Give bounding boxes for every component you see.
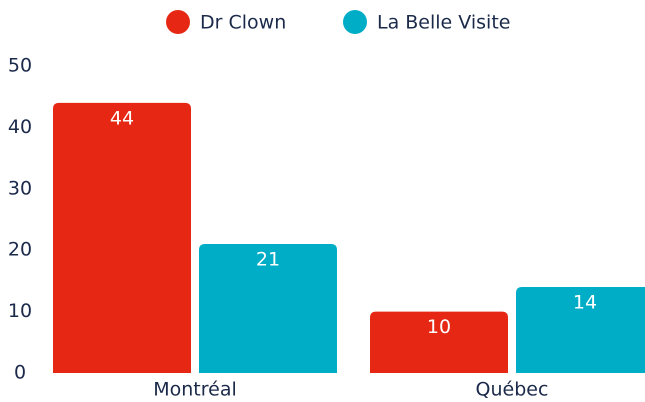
value-label: 10 xyxy=(427,316,451,338)
y-tick-label: 10 xyxy=(8,300,32,322)
y-tick-label: 40 xyxy=(8,116,32,138)
y-tick-label: 0 xyxy=(14,362,26,384)
bar xyxy=(199,244,337,373)
value-label: 44 xyxy=(110,107,134,129)
legend-swatch xyxy=(343,10,367,34)
y-tick-label: 30 xyxy=(8,177,32,199)
y-tick-label: 20 xyxy=(8,239,32,261)
legend-label: La Belle Visite xyxy=(377,12,510,34)
x-tick-label: Montréal xyxy=(153,379,237,401)
bar xyxy=(516,287,645,373)
bar xyxy=(53,102,191,373)
value-label: 14 xyxy=(573,292,597,314)
y-tick-label: 50 xyxy=(8,55,32,77)
x-tick-label: Québec xyxy=(476,379,549,401)
bar xyxy=(370,311,508,373)
value-label: 21 xyxy=(256,249,280,271)
legend-label: Dr Clown xyxy=(200,12,286,34)
legend-swatch xyxy=(166,10,190,34)
